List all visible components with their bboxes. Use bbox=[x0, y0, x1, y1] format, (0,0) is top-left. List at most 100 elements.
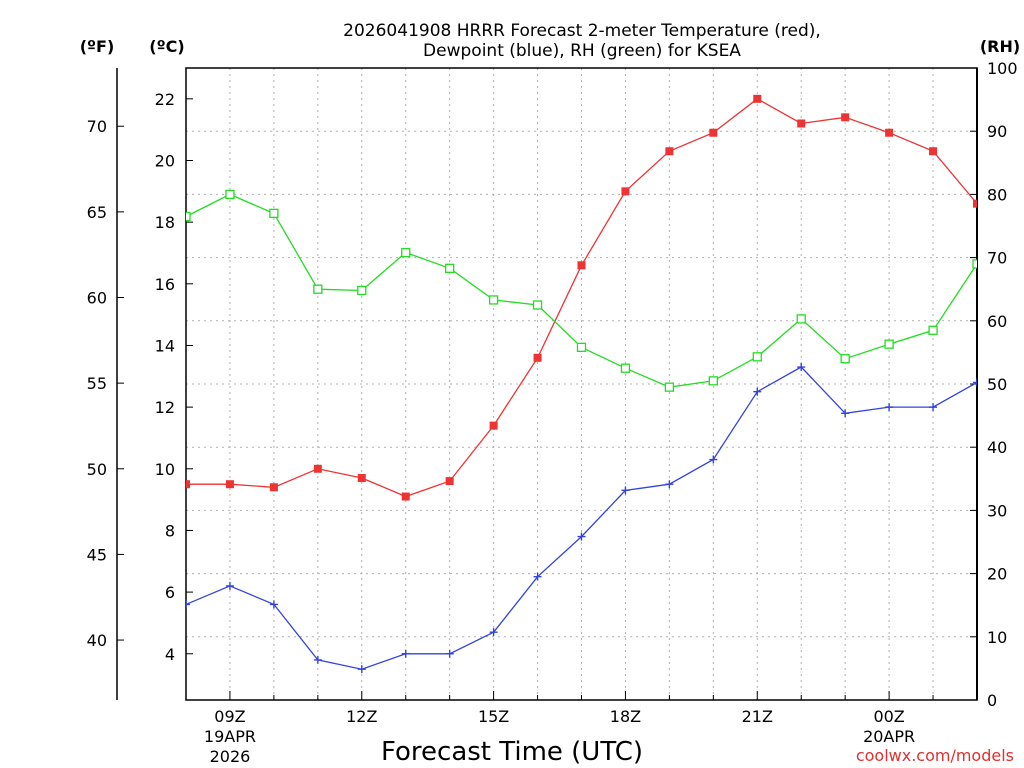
fahrenheit-tick-label: 65 bbox=[87, 203, 107, 222]
x-tick-label: 15Z bbox=[478, 707, 509, 726]
dewpoint-point bbox=[186, 600, 190, 609]
temperature-point bbox=[225, 480, 234, 489]
temperature-point bbox=[269, 483, 278, 492]
celsius-tick-label: 14 bbox=[155, 336, 175, 355]
dewpoint-point bbox=[533, 572, 542, 581]
chart-title-line2: Dewpoint (blue), RH (green) for KSEA bbox=[423, 41, 741, 61]
temperature-point bbox=[489, 421, 498, 430]
dewpoint-point bbox=[885, 403, 894, 412]
fahrenheit-tick-label: 60 bbox=[87, 289, 107, 308]
rh-tick-label: 0 bbox=[987, 691, 997, 710]
temperature-point bbox=[973, 199, 977, 208]
rh-point bbox=[796, 314, 806, 324]
x-axis-label: Forecast Time (UTC) bbox=[381, 737, 643, 767]
dewpoint-point bbox=[357, 665, 366, 674]
temperature-point bbox=[885, 128, 894, 137]
temperature-point bbox=[841, 113, 850, 122]
rh-point bbox=[488, 295, 499, 305]
x-tick-label: 00Z bbox=[873, 707, 904, 726]
rh-point bbox=[357, 285, 367, 296]
dewpoint-point bbox=[269, 600, 278, 609]
rh-tick-label: 40 bbox=[987, 438, 1007, 457]
x-year-label: 2026 bbox=[210, 747, 251, 766]
temperature-point bbox=[753, 94, 762, 103]
rh-tick-label: 100 bbox=[987, 59, 1018, 78]
rh-tick-label: 90 bbox=[987, 122, 1007, 141]
temperature-point bbox=[577, 261, 586, 270]
rh-point bbox=[708, 376, 718, 386]
fahrenheit-tick-label: 70 bbox=[87, 117, 107, 136]
rh-tick-label: 20 bbox=[987, 565, 1007, 584]
data-series bbox=[186, 94, 977, 674]
x-tick-label: 12Z bbox=[346, 707, 377, 726]
temperature-point bbox=[533, 353, 542, 362]
celsius-tick-label: 6 bbox=[165, 583, 175, 602]
tick-labels: 40 45 50 55 60 65 70 4 6 8 10 12 14 16 18 20 22 0 10 20 30 40… bbox=[87, 59, 1018, 766]
rh-point bbox=[752, 352, 762, 362]
temperature-point bbox=[401, 492, 410, 501]
rh-point bbox=[576, 342, 587, 352]
rh-tick-label: 50 bbox=[987, 375, 1007, 394]
celsius-tick-label: 8 bbox=[165, 521, 175, 540]
rh-point bbox=[972, 259, 977, 269]
x-tick-label: 18Z bbox=[610, 707, 641, 726]
x-tick-label: 09Z bbox=[214, 707, 245, 726]
rh-point bbox=[840, 354, 850, 364]
rh-point bbox=[445, 263, 455, 273]
celsius-tick-label: 22 bbox=[155, 90, 175, 109]
x-date-label: 19APR bbox=[204, 727, 256, 746]
temperature-point bbox=[357, 474, 366, 483]
temperature-point bbox=[665, 147, 674, 156]
celsius-tick-label: 16 bbox=[155, 275, 175, 294]
gridlines bbox=[186, 68, 977, 700]
rh-point bbox=[313, 284, 323, 294]
temperature-point bbox=[621, 187, 630, 196]
rh-point bbox=[401, 247, 411, 258]
dewpoint-point bbox=[445, 649, 454, 658]
rh-tick-label: 80 bbox=[987, 185, 1007, 204]
rh-point bbox=[884, 339, 894, 349]
dewpoint-point bbox=[225, 581, 234, 590]
fahrenheit-tick-label: 40 bbox=[87, 631, 107, 650]
chart-title-line1: 2026041908 HRRR Forecast 2-meter Tempera… bbox=[343, 21, 821, 41]
temperature-point bbox=[709, 128, 718, 137]
rh-point bbox=[620, 363, 631, 373]
rh-tick-label: 30 bbox=[987, 501, 1007, 520]
rh-tick-label: 60 bbox=[987, 312, 1007, 331]
celsius-unit-label: (ºC) bbox=[149, 37, 184, 56]
temperature-point bbox=[313, 464, 322, 473]
rh-point bbox=[532, 300, 543, 310]
dewpoint-point bbox=[489, 628, 498, 637]
credit-text: coolwx.com/models bbox=[856, 746, 1014, 765]
series-rh bbox=[186, 189, 977, 392]
fahrenheit-unit-label: (ºF) bbox=[80, 37, 115, 56]
temperature-point bbox=[797, 119, 806, 128]
rh-point bbox=[225, 189, 235, 200]
rh-tick-label: 70 bbox=[987, 249, 1007, 268]
dewpoint-point bbox=[753, 387, 762, 396]
dewpoint-point bbox=[665, 480, 674, 489]
temperature-point bbox=[445, 477, 454, 486]
x-date-label: 20APR bbox=[863, 727, 915, 746]
rh-point bbox=[928, 325, 938, 335]
series-temperature bbox=[186, 94, 977, 501]
celsius-tick-label: 10 bbox=[155, 460, 175, 479]
series-dewpoint bbox=[186, 363, 977, 674]
dewpoint-point bbox=[401, 649, 410, 658]
dewpoint-point bbox=[621, 486, 630, 495]
rh-tick-label: 10 bbox=[987, 628, 1007, 647]
celsius-tick-label: 4 bbox=[165, 645, 175, 664]
rh-point bbox=[664, 382, 675, 392]
dewpoint-point bbox=[929, 403, 938, 412]
fahrenheit-tick-label: 55 bbox=[87, 374, 107, 393]
fahrenheit-tick-label: 45 bbox=[87, 545, 107, 564]
temperature-point bbox=[929, 147, 938, 156]
dewpoint-point bbox=[577, 532, 586, 541]
dewpoint-point bbox=[797, 363, 806, 372]
celsius-tick-label: 18 bbox=[155, 213, 175, 232]
x-tick-label: 21Z bbox=[742, 707, 773, 726]
fahrenheit-tick-label: 50 bbox=[87, 460, 107, 479]
rh-point bbox=[269, 208, 279, 219]
rh-point bbox=[186, 211, 191, 222]
